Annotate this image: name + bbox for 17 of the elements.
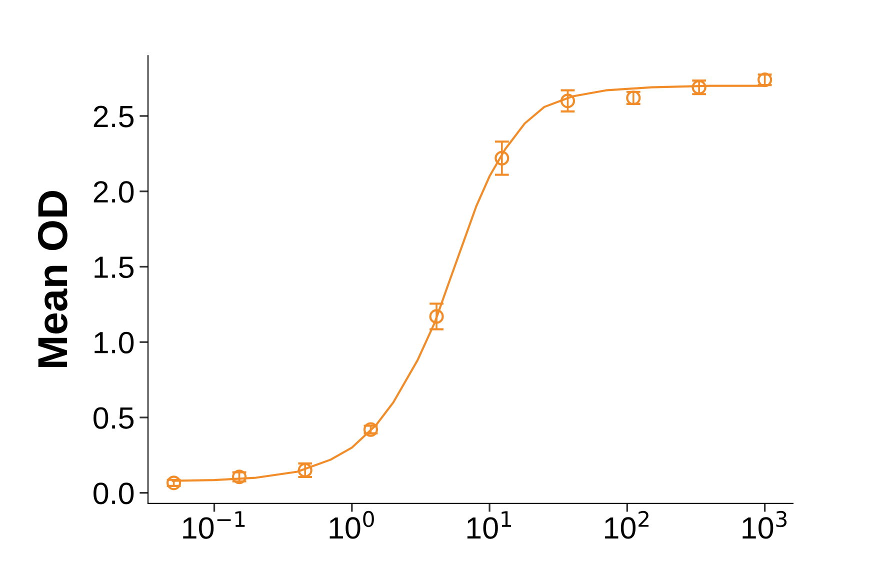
y-tick-label: 2.5 bbox=[94, 106, 134, 128]
y-tick-label: 1.5 bbox=[94, 256, 134, 278]
point bbox=[363, 422, 378, 437]
y-tick-label: 1.0 bbox=[94, 332, 134, 354]
y-tick-label: 0.0 bbox=[94, 482, 134, 504]
x-tick-label: 10$^{−1}$ bbox=[183, 511, 245, 539]
y-tick-label: 2.0 bbox=[94, 181, 134, 203]
point bbox=[494, 150, 510, 166]
point bbox=[166, 476, 182, 490]
y-tick-label: 0.5 bbox=[94, 407, 134, 429]
x-tick-label: 10$^{3}$ bbox=[742, 510, 787, 539]
y-axis-title: Mean OD bbox=[38, 190, 68, 368]
x-tick-label: 10$^{2}$ bbox=[605, 510, 648, 539]
x-tick-label: 10$^{0}$ bbox=[330, 510, 374, 539]
point bbox=[560, 94, 576, 108]
x-tick-label: 10$^{1}$ bbox=[467, 511, 512, 539]
point bbox=[429, 309, 444, 324]
